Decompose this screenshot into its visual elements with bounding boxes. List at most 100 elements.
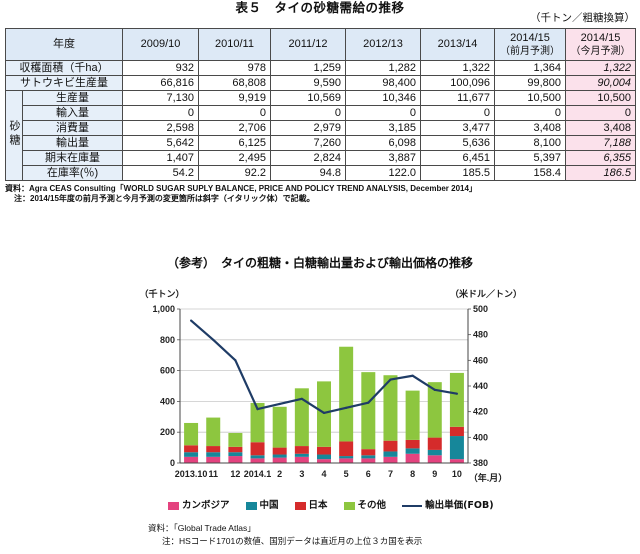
bar-segment-series-1 bbox=[184, 452, 199, 457]
x-tick-label: 2014.1 bbox=[244, 469, 272, 479]
export-price-point bbox=[345, 406, 348, 409]
bar-segment-series-2 bbox=[317, 446, 331, 455]
value-cell: 99,800 bbox=[494, 75, 566, 91]
header-col: 2014/15 （前月予測） bbox=[494, 28, 566, 61]
chart-footnote: 注：HSコード1701の数値、国別データは直近月の上位３カ国を表示 bbox=[162, 536, 423, 546]
bar-segment-series-0 bbox=[361, 458, 376, 463]
y-tick-label: 1,000 bbox=[152, 304, 175, 314]
value-cell: 6,125 bbox=[198, 135, 271, 151]
y-tick-label: 600 bbox=[160, 366, 175, 376]
value-cell: 5,397 bbox=[494, 150, 566, 166]
export-chart: 0 200 400 600 800 1,000 380 400 420 440 460 480 500 2… bbox=[139, 288, 522, 483]
value-cell: 1,364 bbox=[494, 60, 566, 76]
bar-segment-series-3 bbox=[405, 390, 420, 440]
legend-label: カンボジア bbox=[182, 500, 230, 511]
sugar-row: 輸入量 0 0 0 0 0 0 0 bbox=[6, 105, 636, 121]
legend-item: 輸出単価(FOB) bbox=[402, 500, 494, 512]
export-price-point bbox=[411, 374, 414, 377]
y-tick-label: 400 bbox=[160, 396, 175, 406]
header-col: 2009/10 bbox=[122, 28, 199, 61]
export-price-point bbox=[300, 397, 303, 400]
sugar-row: 在庫率(％) 54.2 92.2 94.8 122.0 185.5 158.4 186.5 bbox=[6, 165, 636, 181]
chart-title: （参考） タイの粗糖・白糖輸出量および輸出価格の推移 bbox=[166, 256, 473, 270]
value-cell: 90,004 bbox=[565, 75, 636, 91]
bar-segment-series-1 bbox=[250, 455, 265, 459]
x-tick-label: 5 bbox=[344, 469, 349, 479]
row-label: 消費量 bbox=[22, 120, 123, 136]
row-label: 収穫面積（千ha） bbox=[5, 60, 123, 76]
value-cell: 54.2 bbox=[122, 165, 199, 181]
value-cell: 5,642 bbox=[122, 135, 199, 151]
bar-segment-series-3 bbox=[427, 382, 442, 438]
value-cell: 186.5 bbox=[565, 165, 636, 181]
value-cell: 68,808 bbox=[198, 75, 271, 91]
x-tick-label: 6 bbox=[366, 469, 371, 479]
value-cell: 7,188 bbox=[565, 135, 636, 151]
bar-segment-series-3 bbox=[272, 406, 287, 448]
value-cell: 3,408 bbox=[565, 120, 636, 136]
unit-note: （千トン／粗糖換算） bbox=[530, 12, 635, 24]
value-cell: 1,259 bbox=[270, 60, 346, 76]
y2-tick-label: 480 bbox=[473, 330, 488, 340]
bar-segment-series-0 bbox=[317, 459, 331, 463]
bar-segment-series-3 bbox=[449, 372, 464, 427]
legend-item: 日本 bbox=[294, 500, 328, 512]
row-label: 在庫率(％) bbox=[22, 165, 123, 181]
y-tick-label: 0 bbox=[170, 458, 175, 468]
bar-segment-series-3 bbox=[294, 388, 309, 447]
value-cell: 1,282 bbox=[345, 60, 421, 76]
bar-segment-series-0 bbox=[427, 455, 442, 463]
header-col-year: 2014/15 bbox=[580, 31, 621, 44]
table-footnote: 注：2014/15年度の前月予測と今月予測の変更箇所は斜字（イタリック体）で記載… bbox=[14, 194, 315, 203]
export-price-point bbox=[189, 319, 193, 322]
bar-segment-series-2 bbox=[184, 445, 199, 453]
legend-swatch bbox=[294, 502, 306, 510]
x-axis-unit: （年.月） bbox=[469, 472, 508, 483]
legend-item: 中国 bbox=[245, 500, 279, 512]
chart-source-note: 資料：「Global Trade Atlas」 bbox=[148, 523, 256, 533]
table-source-note: 資料：Agra CEAS Consulting「WORLD SUGAR SUPL… bbox=[5, 184, 477, 193]
export-price-point bbox=[212, 338, 215, 341]
y-tick-label: 200 bbox=[160, 427, 175, 437]
table-row: 収穫面積（千ha） 932 978 1,259 1,282 1,322 1,364 1,322 bbox=[5, 60, 636, 76]
y-axis-unit: （千トン） bbox=[139, 288, 184, 299]
row-label: 輸入量 bbox=[22, 105, 123, 121]
sugar-row: 砂糖 生産量 7,130 9,919 10,569 10,346 11,677 10,500 1… bbox=[5, 90, 636, 181]
page-title: 表５ タイの砂糖需給の推移 bbox=[235, 0, 405, 15]
header-col: 2011/12 bbox=[270, 28, 346, 61]
y2-tick-label: 380 bbox=[473, 458, 488, 468]
header-col-sub: （前月予測） bbox=[500, 45, 560, 57]
bar-segment-series-2 bbox=[250, 442, 265, 456]
legend-label: その他 bbox=[357, 500, 387, 511]
bar-segment-series-1 bbox=[427, 449, 442, 456]
export-price-point bbox=[433, 388, 436, 391]
value-cell: 10,346 bbox=[345, 90, 421, 106]
header-col: 2010/11 bbox=[198, 28, 271, 61]
bar-segment-series-1 bbox=[383, 451, 398, 457]
bar-segment-series-1 bbox=[317, 454, 331, 460]
bar-segment-series-2 bbox=[294, 446, 309, 454]
value-cell: 932 bbox=[122, 60, 199, 76]
supply-demand-table: 年度 2009/10 2010/11 2011/12 2012/13 2013/14 201… bbox=[5, 28, 636, 181]
export-price-point bbox=[278, 402, 281, 406]
header-col: 2012/13 bbox=[345, 28, 421, 61]
y-tick-label: 800 bbox=[160, 335, 175, 345]
sugar-group-label: 砂糖 bbox=[5, 90, 23, 181]
value-cell: 8,100 bbox=[494, 135, 566, 151]
row-label: 輸出量 bbox=[22, 135, 123, 151]
x-tick-label: 12 bbox=[230, 469, 240, 479]
value-cell: 6,451 bbox=[420, 150, 495, 166]
legend-item: その他 bbox=[343, 500, 387, 512]
sugar-row: 消費量 2,598 2,706 2,979 3,185 3,477 3,408 3,408 bbox=[6, 120, 636, 136]
bar-segment-series-0 bbox=[449, 459, 464, 463]
header-col-year: 2012/13 bbox=[363, 38, 403, 50]
value-cell: 158.4 bbox=[494, 165, 566, 181]
value-cell: 1,322 bbox=[420, 60, 495, 76]
header-col: 2013/14 bbox=[420, 28, 495, 61]
y2-axis-unit: （米ドル／トン） bbox=[450, 288, 522, 299]
bar-segment-series-3 bbox=[250, 402, 265, 443]
bar-segment-series-3 bbox=[184, 422, 199, 446]
x-tick-label: 9 bbox=[432, 469, 437, 479]
value-cell: 2,824 bbox=[270, 150, 346, 166]
value-cell: 7,260 bbox=[270, 135, 346, 151]
